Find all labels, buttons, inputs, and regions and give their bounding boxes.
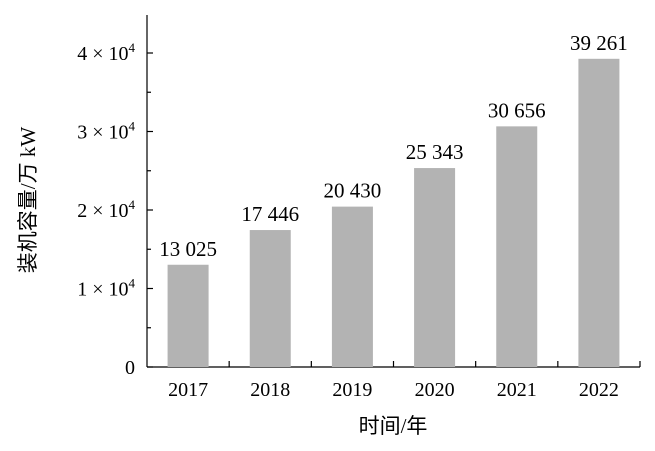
y-ticks: 0 1 × 104 2 × 104 3 × 104 4 × 104 (77, 40, 153, 379)
bar-2019 (331, 206, 373, 367)
bar-2022 (578, 58, 620, 368)
x-tick-label: 2020 (415, 379, 455, 401)
bar-2017 (167, 264, 209, 367)
bars (167, 58, 620, 368)
x-tick-label: 2018 (250, 379, 290, 401)
y-axis-label: 装机容量/万 kW (16, 127, 40, 274)
data-label-2021: 30 656 (488, 98, 546, 122)
data-label-2018: 17 446 (241, 202, 299, 226)
y-tick-label: 0 (125, 357, 135, 379)
data-label-2022: 39 261 (570, 31, 628, 55)
x-tick-label: 2022 (579, 379, 619, 401)
x-tick-label: 2019 (332, 379, 372, 401)
chart-axes (146, 15, 640, 368)
x-ticks: 2017 2018 2019 2020 2021 2022 (168, 361, 641, 401)
data-label-2019: 20 430 (324, 179, 382, 203)
x-tick-label: 2021 (497, 379, 537, 401)
y-tick-label: 4 × 104 (77, 40, 135, 65)
bar-2021 (496, 126, 538, 367)
y-tick-label: 2 × 104 (77, 197, 135, 222)
data-labels: 13 025 17 446 20 430 25 343 30 656 39 261 (159, 31, 628, 261)
y-tick-label: 3 × 104 (77, 119, 135, 144)
data-label-2017: 13 025 (159, 237, 217, 261)
data-label-2020: 25 343 (406, 140, 464, 164)
x-tick-label: 2017 (168, 379, 208, 401)
y-tick-label: 1 × 104 (77, 276, 135, 301)
bar-2018 (249, 230, 291, 367)
x-axis-label: 时间/年 (359, 414, 428, 438)
bar-2020 (414, 168, 456, 367)
